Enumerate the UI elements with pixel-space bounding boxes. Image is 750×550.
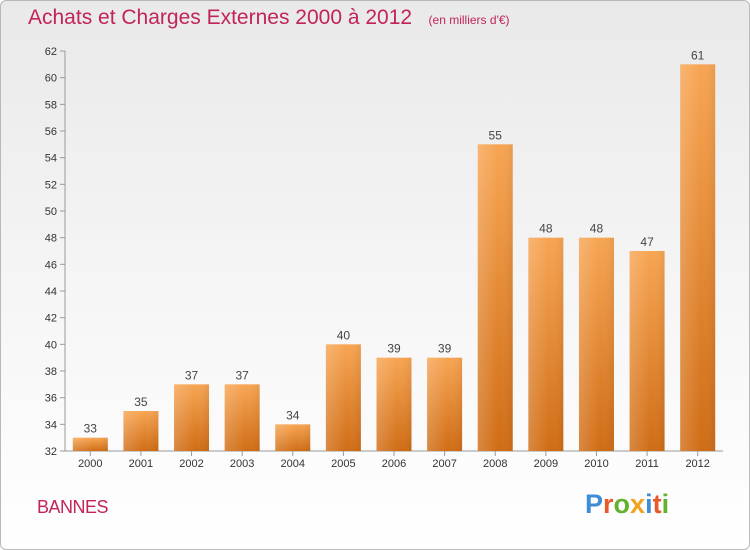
logo-letter: r bbox=[603, 489, 614, 519]
x-tick-label: 2011 bbox=[635, 458, 659, 470]
y-tick-label: 56 bbox=[45, 126, 57, 138]
y-tick-label: 48 bbox=[45, 233, 57, 245]
data-label: 55 bbox=[489, 128, 503, 142]
bar-shine bbox=[629, 251, 665, 451]
data-label: 48 bbox=[590, 222, 604, 236]
bar-shine bbox=[174, 384, 210, 451]
x-tick-label: 2003 bbox=[230, 458, 254, 470]
data-label: 34 bbox=[286, 408, 300, 422]
logo-letter: i bbox=[645, 489, 653, 519]
x-tick-label: 2012 bbox=[685, 458, 709, 470]
data-label: 37 bbox=[235, 368, 249, 382]
y-tick-label: 40 bbox=[45, 339, 57, 351]
y-tick-label: 58 bbox=[45, 99, 57, 111]
chart-subtitle: (en milliers d'€) bbox=[428, 13, 510, 27]
bar-shine bbox=[275, 424, 311, 451]
x-tick-label: 2000 bbox=[78, 458, 102, 470]
logo-letter: o bbox=[613, 489, 631, 519]
data-label: 40 bbox=[337, 328, 351, 342]
proxiti-logo: Proxiti bbox=[585, 489, 669, 520]
x-tick-label: 2010 bbox=[584, 458, 608, 470]
x-tick-label: 2009 bbox=[534, 458, 558, 470]
bar-shine bbox=[528, 237, 564, 451]
x-tick-label: 2008 bbox=[483, 458, 507, 470]
x-tick-label: 2007 bbox=[432, 458, 456, 470]
y-tick-label: 60 bbox=[45, 73, 57, 85]
bar-shine bbox=[72, 437, 108, 451]
data-label: 61 bbox=[691, 48, 705, 62]
bar-shine bbox=[680, 64, 716, 452]
data-label: 33 bbox=[84, 422, 98, 436]
y-tick-label: 62 bbox=[45, 46, 57, 58]
logo-letter: P bbox=[585, 489, 604, 519]
data-label: 47 bbox=[640, 235, 654, 249]
commune-name: BANNES bbox=[37, 497, 109, 517]
y-tick-label: 34 bbox=[45, 419, 57, 431]
bar-shine bbox=[224, 384, 260, 451]
y-tick-label: 46 bbox=[45, 259, 57, 271]
y-tick-label: 38 bbox=[45, 366, 57, 378]
y-tick-label: 50 bbox=[45, 206, 57, 218]
y-tick-label: 52 bbox=[45, 179, 57, 191]
bar-shine bbox=[477, 144, 513, 452]
x-tick-label: 2001 bbox=[129, 458, 153, 470]
bar-shine bbox=[427, 357, 463, 451]
x-tick-label: 2004 bbox=[281, 458, 305, 470]
y-tick-label: 54 bbox=[45, 153, 57, 165]
data-label: 48 bbox=[539, 222, 553, 236]
bar-shine bbox=[578, 237, 614, 451]
y-tick-label: 32 bbox=[45, 446, 57, 458]
title-row: Achats et Charges Externes 2000 à 2012 (… bbox=[28, 6, 510, 30]
x-tick-label: 2006 bbox=[382, 458, 406, 470]
x-tick-label: 2005 bbox=[331, 458, 355, 470]
data-label: 39 bbox=[387, 342, 401, 356]
logo-letter: t bbox=[652, 489, 662, 519]
data-label: 37 bbox=[185, 368, 199, 382]
data-label: 35 bbox=[134, 395, 148, 409]
y-tick-label: 36 bbox=[45, 393, 57, 405]
logo-letter: i bbox=[661, 489, 670, 519]
bar-shine bbox=[325, 344, 361, 451]
bar-shine bbox=[123, 411, 159, 451]
y-tick-label: 42 bbox=[45, 313, 57, 325]
y-tick-label: 44 bbox=[45, 286, 57, 298]
chart-title: Achats et Charges Externes 2000 à 2012 bbox=[28, 6, 413, 29]
data-label: 39 bbox=[438, 342, 452, 356]
bar-shine bbox=[376, 357, 412, 451]
logo-letter: x bbox=[630, 489, 646, 519]
x-tick-label: 2002 bbox=[179, 458, 203, 470]
